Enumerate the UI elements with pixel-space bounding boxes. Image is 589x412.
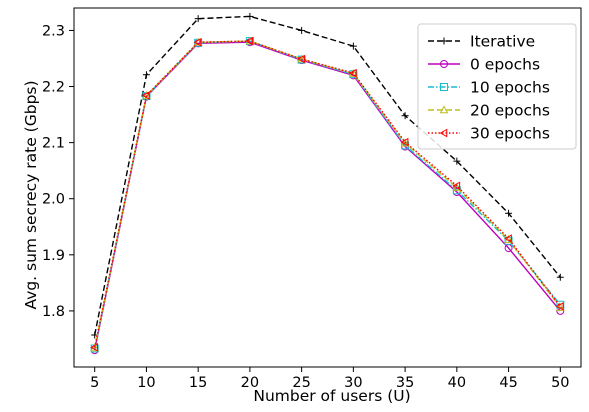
data-point [505, 209, 513, 217]
series-line [94, 15, 561, 336]
legend-entry: 30 epochs [428, 125, 550, 143]
legend-marker [439, 105, 449, 114]
data-point [453, 157, 461, 165]
legend-marker [440, 83, 448, 91]
series-line [94, 40, 561, 348]
y-tick-label: 2.1 [42, 136, 65, 152]
legend-entry: 20 epochs [428, 102, 550, 120]
y-axis: 1.8 1.9 2.0 2.1 2.2 2.3 [42, 23, 74, 320]
legend-marker [440, 37, 448, 45]
legend-label: 20 epochs [470, 102, 550, 120]
data-point [90, 343, 100, 352]
y-tick-label: 2.2 [42, 80, 65, 96]
series-line [94, 41, 561, 351]
x-tick-label: 30 [344, 375, 362, 391]
y-tick-label: 1.9 [42, 248, 65, 264]
legend-entry: 10 epochs [428, 79, 550, 97]
legend: Iterative 0 epochs 10 epochs 20 epochs 30 ep… [417, 23, 577, 150]
data-point [245, 36, 255, 45]
series-line [94, 40, 561, 349]
x-tick-label: 45 [499, 375, 517, 391]
x-tick-label: 5 [90, 375, 99, 391]
legend-label: Iterative [470, 33, 535, 51]
data-point [400, 137, 409, 147]
data-point [349, 69, 358, 77]
x-tick-label: 50 [551, 375, 569, 391]
data-point [297, 54, 306, 63]
x-tick-label: 15 [189, 375, 207, 391]
legend-marker [439, 128, 448, 138]
data-point [556, 273, 564, 281]
data-point [141, 91, 150, 100]
data-point [142, 71, 150, 79]
data-point [349, 42, 357, 50]
data-point [246, 12, 254, 20]
y-axis-label: Avg. sum secrecy rate (Gbps) [22, 80, 40, 309]
legend-entry: 0 epochs [428, 56, 540, 74]
y-tick-label: 2.3 [42, 23, 65, 39]
data-point [348, 68, 357, 78]
data-point [297, 54, 305, 64]
series-iterative [91, 12, 564, 339]
legend-label: 30 epochs [470, 125, 550, 143]
x-tick-label: 35 [396, 375, 414, 391]
legend-entry: Iterative [428, 33, 535, 51]
plot-frame [73, 7, 582, 368]
x-tick-label: 40 [448, 375, 466, 391]
legend-label: 10 epochs [470, 79, 550, 97]
x-axis-label: Number of users (U) [253, 387, 410, 405]
data-point [245, 36, 254, 46]
data-point [298, 26, 306, 34]
data-point [90, 343, 98, 352]
series-group [90, 12, 565, 355]
series-30-epochs [90, 36, 564, 352]
data-point [555, 302, 564, 311]
legend-marker [440, 60, 448, 68]
legend-box [417, 23, 577, 150]
legend-label: 0 epochs [470, 56, 540, 74]
y-tick-label: 1.8 [42, 304, 65, 320]
x-axis: 5 10 15 20 25 30 35 40 45 50 [90, 367, 570, 391]
data-point [504, 234, 512, 243]
y-tick-label: 2.0 [42, 192, 65, 208]
plot-area [73, 7, 582, 368]
data-point [504, 236, 513, 245]
data-point [194, 15, 202, 23]
x-tick-label: 10 [137, 375, 155, 391]
data-point [193, 37, 202, 47]
data-point [452, 181, 461, 191]
data-point [401, 112, 409, 120]
x-tick-label: 25 [292, 375, 310, 391]
data-point [142, 90, 151, 99]
x-tick-label: 20 [241, 375, 259, 391]
